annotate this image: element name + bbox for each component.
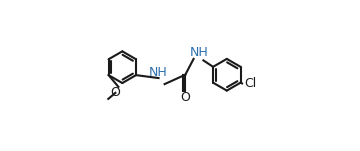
Text: O: O (111, 86, 120, 99)
Text: NH: NH (149, 66, 168, 79)
Text: NH: NH (189, 46, 208, 59)
Text: O: O (180, 91, 190, 104)
Text: Cl: Cl (244, 77, 257, 90)
